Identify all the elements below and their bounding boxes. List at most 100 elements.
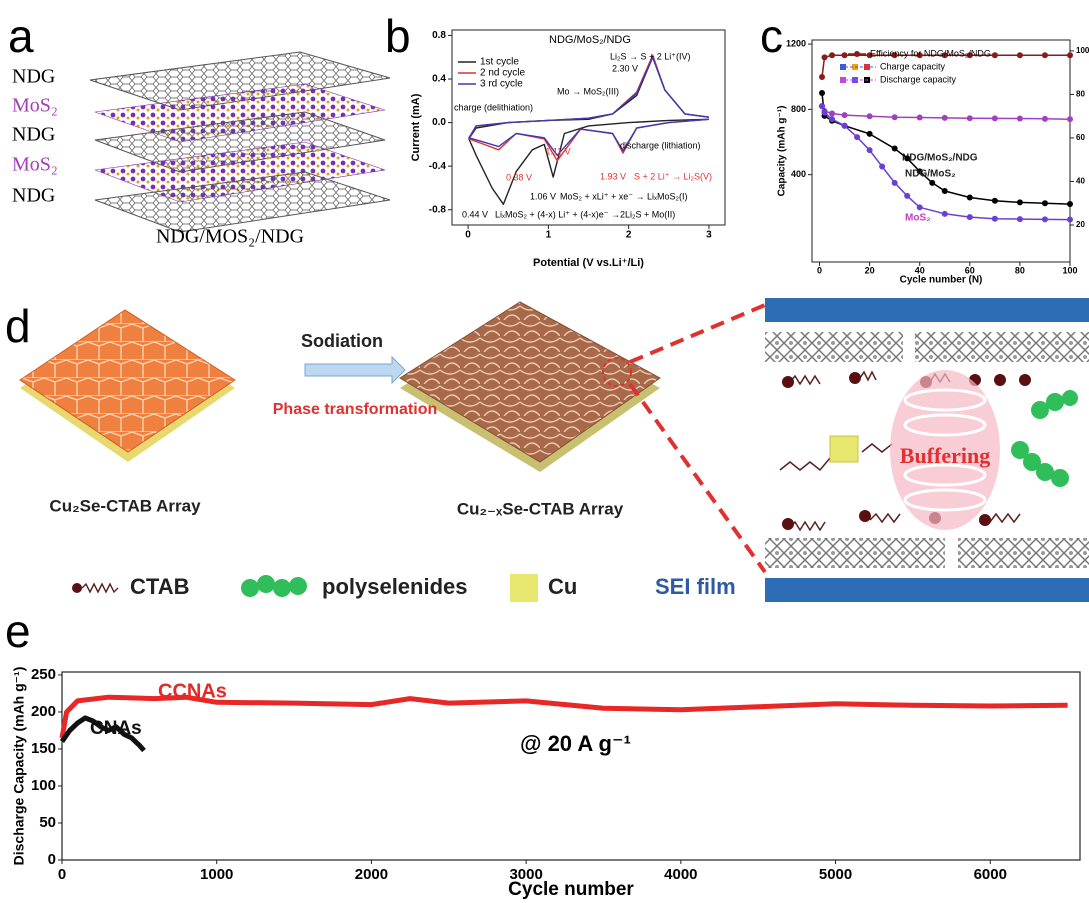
y-tick-label: 0 [48, 851, 56, 868]
x-tick-label: 100 [1062, 265, 1077, 275]
point [866, 52, 873, 59]
layer-label: NDG [12, 185, 55, 207]
point [1041, 115, 1048, 122]
point [991, 215, 998, 222]
point [821, 109, 828, 116]
legend-label: Cu [548, 574, 577, 599]
legend-label: SEI film [655, 574, 736, 599]
x-tick-label: 6000 [974, 866, 1007, 883]
chart-title: NDG/MoS₂/NDG [549, 34, 631, 46]
point [966, 52, 973, 59]
x-tick-label: 1 [546, 230, 552, 241]
legend-label: Efficiency for NDG/MoS₂/NDG [870, 48, 991, 58]
point [916, 204, 923, 211]
point [991, 52, 998, 59]
point [829, 52, 836, 59]
point [1067, 201, 1073, 208]
x-tick-label: 1000 [200, 866, 233, 883]
zoom-label: Buffering [900, 443, 990, 468]
plot-frame [61, 671, 1081, 861]
x-tick-label: 3000 [509, 866, 542, 883]
point [1016, 52, 1023, 59]
y-axis-label: Discharge Capacity (mAh g⁻¹) [11, 667, 27, 866]
panel-label: b [385, 10, 411, 62]
point [891, 52, 898, 59]
panel-d: d Sodiation Phase transformation Cu₂Se-C… [5, 298, 1089, 602]
y2-tick-label: 100 [1076, 46, 1089, 55]
legend-label: 2 nd cycle [480, 68, 525, 79]
annotation: @ 20 A g⁻¹ [520, 731, 631, 756]
point [866, 130, 873, 137]
point [966, 115, 973, 122]
arrow [304, 355, 406, 385]
y-tick-label: 400 [791, 169, 806, 179]
annotation: charge (delithiation) [454, 102, 533, 112]
y-axis-label: Capacity (mAh g⁻¹) [777, 106, 788, 197]
plot-frame [451, 29, 726, 226]
x-tick-label: 5000 [819, 866, 852, 883]
y-tick-label: 1200 [786, 38, 806, 48]
legend-label: 3 rd cycle [480, 79, 523, 90]
caption: NDG/MOS₂/NDG [156, 226, 304, 248]
arrow-label: Sodiation [301, 331, 383, 351]
point [841, 122, 848, 129]
point [1041, 200, 1048, 207]
y-tick-label: -0.8 [429, 204, 447, 215]
series-line [821, 105, 1071, 221]
y-tick-label: 0.0 [432, 117, 446, 128]
annotation: 1.11 V [545, 146, 570, 156]
x-tick-label: 0 [58, 866, 66, 883]
series-line [468, 56, 709, 156]
layer-label: NDG [12, 124, 55, 146]
point [916, 52, 923, 59]
point [1041, 52, 1048, 59]
x-tick-label: 3 [706, 230, 712, 241]
point [941, 187, 948, 194]
series-line [821, 93, 1071, 205]
point [891, 179, 898, 186]
layer-label: NDG [12, 66, 55, 88]
point [866, 113, 873, 120]
legend-label: Discharge capacity [880, 74, 957, 84]
point [1041, 216, 1048, 223]
x-tick-label: 2000 [355, 866, 388, 883]
x-tick-label: 60 [965, 265, 975, 275]
charts: b 0 1 2 3 -0.8 -0.4 0.0 0.4 0.8 NDG/MoS₂/NDG Potent… [5, 10, 1089, 900]
legend-swatch [854, 51, 860, 57]
y-tick-label: 200 [31, 703, 56, 720]
zoom-box [765, 298, 1089, 602]
panel-label: a [8, 10, 34, 62]
series-line [59, 694, 1068, 739]
point [819, 90, 826, 97]
x-axis-label: Cycle number [508, 879, 634, 900]
series-label: NDG/MoS₂/NDG [902, 153, 978, 164]
point [929, 179, 936, 186]
point [829, 116, 836, 123]
legend-label: Charge capacity [880, 61, 946, 71]
legend-label: CTAB [130, 574, 189, 599]
point [904, 192, 911, 199]
panel-label: e [5, 605, 31, 657]
point [1067, 216, 1073, 223]
point [941, 114, 948, 121]
plot-frame [811, 39, 1071, 263]
array [19, 309, 236, 453]
x-tick-label: 0 [465, 230, 471, 241]
point [841, 52, 848, 59]
y2-tick-label: 20 [1076, 220, 1085, 229]
y-tick-label: 800 [791, 104, 806, 114]
annotation: 0.38 V [506, 172, 532, 182]
point [1016, 199, 1023, 206]
x-tick-label: 20 [865, 265, 875, 275]
series-label: NDG/MoS₂ [905, 169, 956, 180]
point [916, 114, 923, 121]
series-label: CNAs [90, 718, 142, 739]
point [966, 194, 973, 201]
series-label: CCNAs [158, 680, 227, 702]
panel-a: a NDG MoS₂ NDG MoS₂ NDG NDG/MOS₂/NDG [8, 10, 391, 248]
point [1016, 216, 1023, 223]
panel-label: c [760, 10, 783, 62]
layer-label: MoS₂ [12, 154, 58, 176]
y-tick-label: 0.8 [432, 30, 446, 41]
